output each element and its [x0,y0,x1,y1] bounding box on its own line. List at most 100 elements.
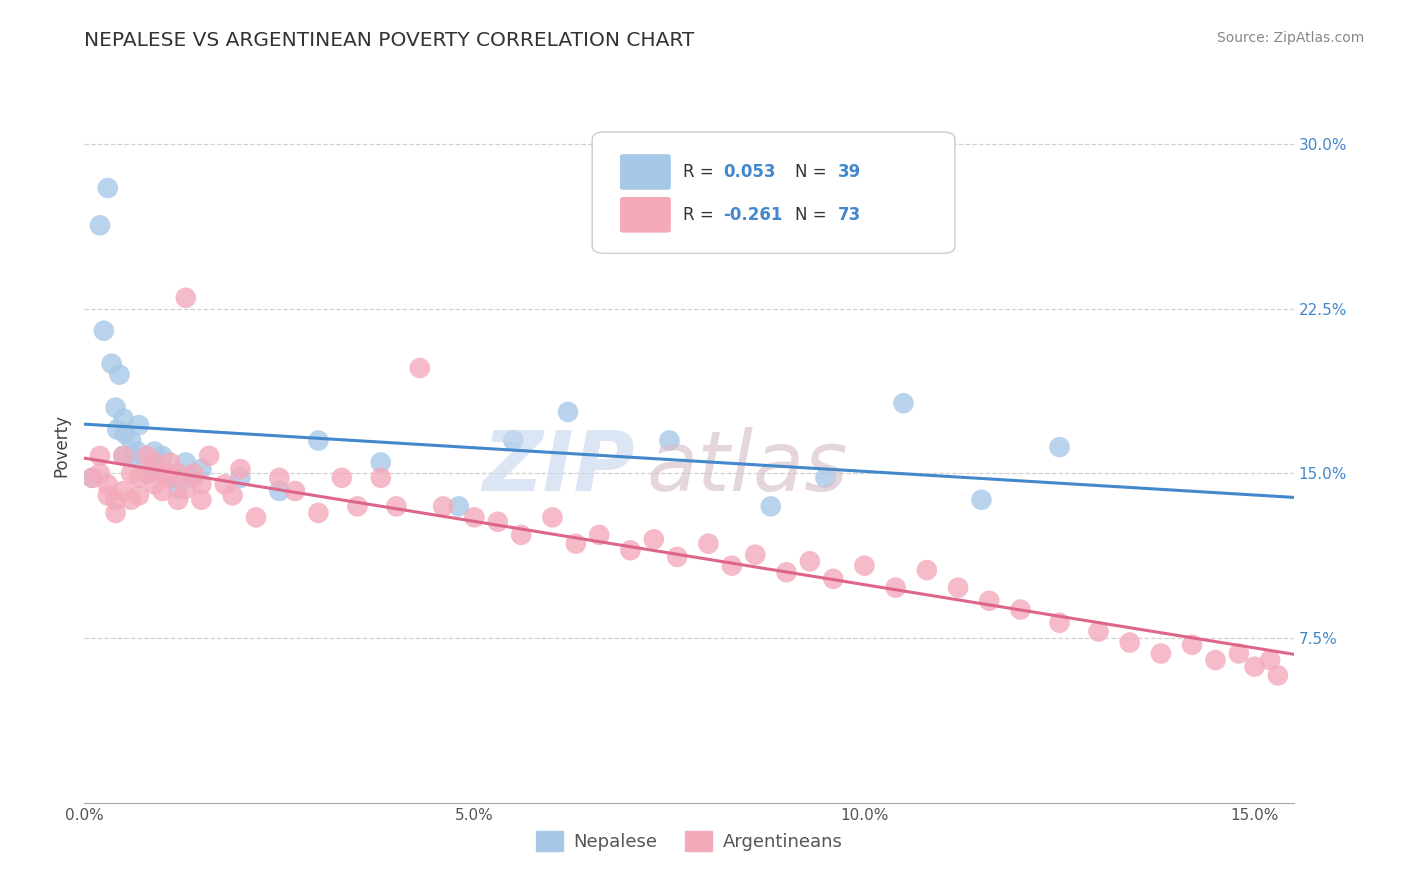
Point [370,455,392,469]
Point [432,500,454,514]
Point [666,549,689,564]
Point [174,482,197,496]
Point [284,483,307,498]
Point [744,548,766,562]
Point [159,455,181,469]
Text: Source: ZipAtlas.com: Source: ZipAtlas.com [1216,31,1364,45]
Point [174,291,197,305]
Point [127,444,149,458]
Point [112,411,135,425]
FancyBboxPatch shape [620,154,671,190]
Point [120,467,142,481]
Text: NEPALESE VS ARGENTINEAN POVERTY CORRELATION CHART: NEPALESE VS ARGENTINEAN POVERTY CORRELAT… [84,31,695,50]
Text: -0.261: -0.261 [723,206,782,224]
Point [159,467,181,481]
Point [128,488,150,502]
Point [120,434,142,448]
Point [1258,653,1281,667]
Point [346,500,368,514]
Point [330,471,353,485]
Point [619,543,641,558]
Point [1150,647,1173,661]
Point [1049,440,1071,454]
Point [1227,647,1250,661]
Text: 39: 39 [838,163,860,181]
Point [307,434,329,448]
Point [135,467,157,481]
Point [853,558,876,573]
Point [1087,624,1109,639]
Point [142,462,165,476]
Point [229,471,252,485]
Point [502,434,524,448]
Point [82,471,104,485]
Point [167,482,190,496]
FancyBboxPatch shape [620,197,671,233]
Point [112,483,135,498]
Text: 73: 73 [838,206,860,224]
Text: atlas: atlas [647,427,848,508]
Point [183,471,205,485]
Point [167,467,190,481]
Point [979,594,1001,608]
Text: R =: R = [683,206,718,224]
Point [105,423,128,437]
Point [486,515,509,529]
Point [565,537,588,551]
Point [775,566,797,580]
Point [557,405,579,419]
Point [89,219,111,233]
Point [658,434,681,448]
Point [307,506,329,520]
Point [229,462,252,476]
Point [893,396,915,410]
Point [174,455,197,469]
Point [510,528,533,542]
Point [915,563,938,577]
Point [82,471,104,485]
Point [89,467,111,481]
Point [136,467,159,481]
Y-axis label: Poverty: Poverty [52,415,70,477]
Point [93,324,115,338]
Point [167,492,190,507]
Point [163,471,186,485]
Point [112,449,135,463]
Point [190,462,212,476]
Point [150,467,173,481]
Point [823,572,845,586]
Point [1049,615,1071,630]
Point [1267,668,1289,682]
Point [150,449,173,463]
Point [370,471,392,485]
Point [128,471,150,485]
Point [221,488,243,502]
Point [135,449,157,463]
Text: ZIP: ZIP [482,427,634,508]
Point [697,537,720,551]
Point [447,500,470,514]
Point [409,361,432,376]
Point [643,533,665,547]
Point [112,449,135,463]
Point [385,500,408,514]
Point [128,418,150,433]
Point [1118,635,1140,649]
Point [97,488,120,502]
Point [104,506,127,520]
Point [121,449,143,463]
Point [183,467,205,481]
Point [159,471,181,485]
Point [1205,653,1227,667]
Point [143,455,166,469]
Point [799,554,821,568]
Point [541,510,564,524]
Point [97,181,120,195]
Point [143,477,166,491]
Point [759,500,782,514]
Point [108,368,131,382]
Point [190,477,212,491]
Point [970,492,993,507]
Point [214,477,236,491]
Point [814,471,837,485]
